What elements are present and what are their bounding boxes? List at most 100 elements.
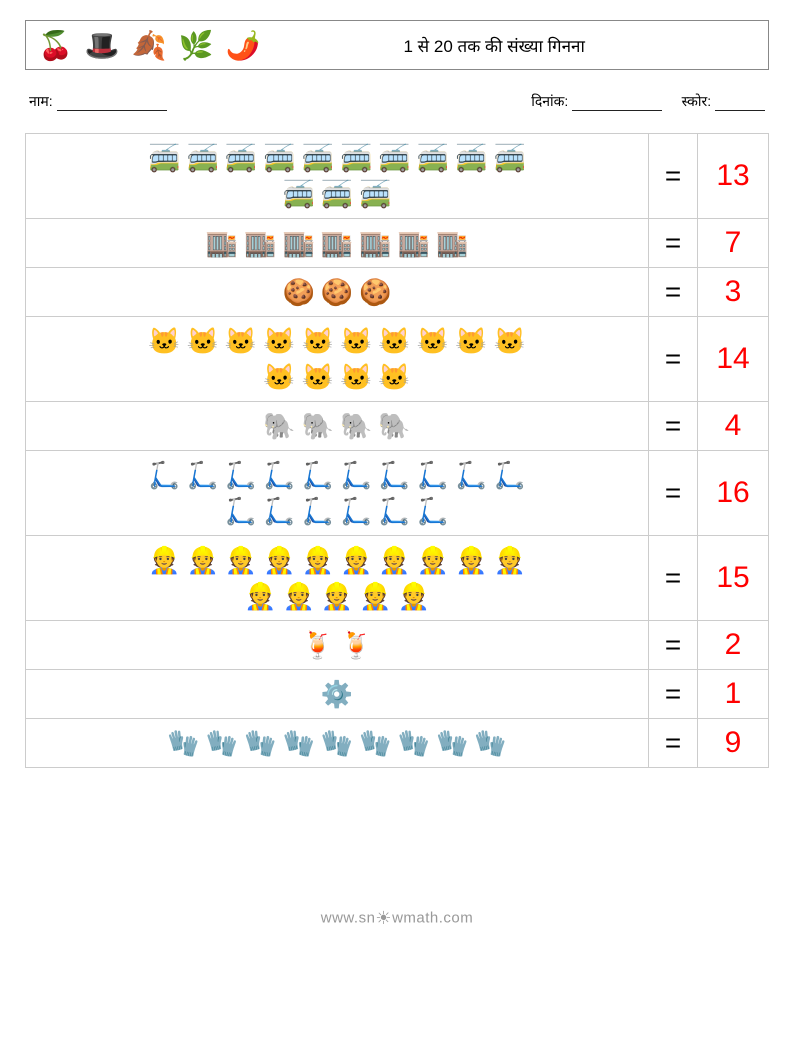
count-icon: 🍹 xyxy=(340,629,372,661)
count-icon: 🛴 xyxy=(148,459,180,491)
count-icon: 🛴 xyxy=(302,495,334,527)
count-icon: 🏬 xyxy=(282,227,314,259)
table-row: 🚎🚎🚎🚎🚎🚎🚎🚎🚎🚎🚎🚎🚎=13 xyxy=(26,134,768,219)
count-icon: 🧤 xyxy=(167,727,199,759)
count-icon: 🐱 xyxy=(225,325,257,357)
icons-cell: 🚎🚎🚎🚎🚎🚎🚎🚎🚎🚎🚎🚎🚎 xyxy=(26,134,648,218)
count-icon: 🏬 xyxy=(206,227,238,259)
header-icon-1: 🎩 xyxy=(85,29,120,62)
count-icon: 🚎 xyxy=(359,178,391,210)
icons-cell: 🧤🧤🧤🧤🧤🧤🧤🧤🧤 xyxy=(26,719,648,767)
count-icon: 🐘 xyxy=(263,410,295,442)
icons-cell: 🍹🍹 xyxy=(26,621,648,669)
count-icon: 👷 xyxy=(263,544,295,576)
header-box: 🍒🎩🍂🌿🌶️ 1 से 20 तक की संख्या गिनना xyxy=(25,20,769,70)
count-icon: 👷 xyxy=(455,544,487,576)
count-icon: 🚎 xyxy=(417,142,449,174)
count-icon: 🚎 xyxy=(455,142,487,174)
icons-cell: 👷👷👷👷👷👷👷👷👷👷👷👷👷👷👷 xyxy=(26,536,648,620)
count-icon: 👷 xyxy=(378,544,410,576)
count-icon: 🧤 xyxy=(206,727,238,759)
icons-cell: 🐱🐱🐱🐱🐱🐱🐱🐱🐱🐱🐱🐱🐱🐱 xyxy=(26,317,648,401)
answer-value: 9 xyxy=(697,719,768,767)
count-icon: 🍪 xyxy=(359,276,391,308)
table-row: 🍹🍹=2 xyxy=(26,621,768,670)
count-icon: 👷 xyxy=(282,580,314,612)
count-icon: 🧤 xyxy=(359,727,391,759)
count-icon: 🐘 xyxy=(378,410,410,442)
meta-row: नाम: दिनांक: स्कोर: xyxy=(25,92,769,111)
equals-sign: = xyxy=(648,536,697,620)
answer-value: 16 xyxy=(697,451,768,535)
equals-sign: = xyxy=(648,268,697,316)
count-icon: 🐱 xyxy=(263,361,295,393)
equals-sign: = xyxy=(648,451,697,535)
worksheet-table: 🚎🚎🚎🚎🚎🚎🚎🚎🚎🚎🚎🚎🚎=13🏬🏬🏬🏬🏬🏬🏬=7🍪🍪🍪=3🐱🐱🐱🐱🐱🐱🐱🐱🐱🐱… xyxy=(25,133,769,768)
count-icon: 🚎 xyxy=(340,142,372,174)
count-icon: 🧤 xyxy=(244,727,276,759)
count-icon: 👷 xyxy=(302,544,334,576)
answer-value: 7 xyxy=(697,219,768,267)
icons-cell: 🍪🍪🍪 xyxy=(26,268,648,316)
date-label: दिनांक: xyxy=(531,93,568,109)
table-row: ⚙️=1 xyxy=(26,670,768,719)
count-icon: 🛴 xyxy=(417,495,449,527)
count-icon: 🏬 xyxy=(321,227,353,259)
count-icon: 🐘 xyxy=(302,410,334,442)
answer-value: 15 xyxy=(697,536,768,620)
count-icon: 🛴 xyxy=(263,459,295,491)
count-icon: 🐱 xyxy=(378,361,410,393)
equals-sign: = xyxy=(648,621,697,669)
count-icon: 👷 xyxy=(187,544,219,576)
count-icon: 🛴 xyxy=(340,459,372,491)
table-row: 🏬🏬🏬🏬🏬🏬🏬=7 xyxy=(26,219,768,268)
name-label: नाम: xyxy=(29,93,53,109)
count-icon: 🐱 xyxy=(148,325,180,357)
count-icon: 🧤 xyxy=(321,727,353,759)
count-icon: 🐱 xyxy=(340,325,372,357)
score-label: स्कोर: xyxy=(682,93,711,109)
count-icon: 🏬 xyxy=(359,227,391,259)
count-icon: 🐱 xyxy=(187,325,219,357)
count-icon: 🚎 xyxy=(302,142,334,174)
count-icon: 🛴 xyxy=(302,459,334,491)
equals-sign: = xyxy=(648,219,697,267)
count-icon: 🛴 xyxy=(187,459,219,491)
count-icon: 🧤 xyxy=(282,727,314,759)
count-icon: 🧤 xyxy=(436,727,468,759)
answer-value: 1 xyxy=(697,670,768,718)
count-icon: 🏬 xyxy=(244,227,276,259)
count-icon: 🛴 xyxy=(225,495,257,527)
count-icon: 👷 xyxy=(417,544,449,576)
table-row: 👷👷👷👷👷👷👷👷👷👷👷👷👷👷👷=15 xyxy=(26,536,768,621)
count-icon: 👷 xyxy=(340,544,372,576)
count-icon: 👷 xyxy=(148,544,180,576)
icons-cell: 🏬🏬🏬🏬🏬🏬🏬 xyxy=(26,219,648,267)
count-icon: 🛴 xyxy=(263,495,295,527)
table-row: 🐱🐱🐱🐱🐱🐱🐱🐱🐱🐱🐱🐱🐱🐱=14 xyxy=(26,317,768,402)
count-icon: 👷 xyxy=(359,580,391,612)
table-row: 🐘🐘🐘🐘=4 xyxy=(26,402,768,451)
count-icon: 🏬 xyxy=(398,227,430,259)
count-icon: 🍪 xyxy=(321,276,353,308)
count-icon: 🐱 xyxy=(417,325,449,357)
date-blank[interactable] xyxy=(572,96,662,111)
icons-cell: ⚙️ xyxy=(26,670,648,718)
count-icon: 🛴 xyxy=(494,459,526,491)
score-blank[interactable] xyxy=(715,96,765,111)
count-icon: 🐱 xyxy=(378,325,410,357)
count-icon: 🚎 xyxy=(263,142,295,174)
count-icon: 🛴 xyxy=(417,459,449,491)
answer-value: 14 xyxy=(697,317,768,401)
header-icon-4: 🌶️ xyxy=(226,29,261,62)
equals-sign: = xyxy=(648,670,697,718)
table-row: 🧤🧤🧤🧤🧤🧤🧤🧤🧤=9 xyxy=(26,719,768,768)
count-icon: 🚎 xyxy=(494,142,526,174)
count-icon: 🐱 xyxy=(340,361,372,393)
equals-sign: = xyxy=(648,719,697,767)
name-blank[interactable] xyxy=(57,96,167,111)
count-icon: 🐱 xyxy=(494,325,526,357)
count-icon: 🐱 xyxy=(263,325,295,357)
count-icon: 👷 xyxy=(321,580,353,612)
answer-value: 4 xyxy=(697,402,768,450)
